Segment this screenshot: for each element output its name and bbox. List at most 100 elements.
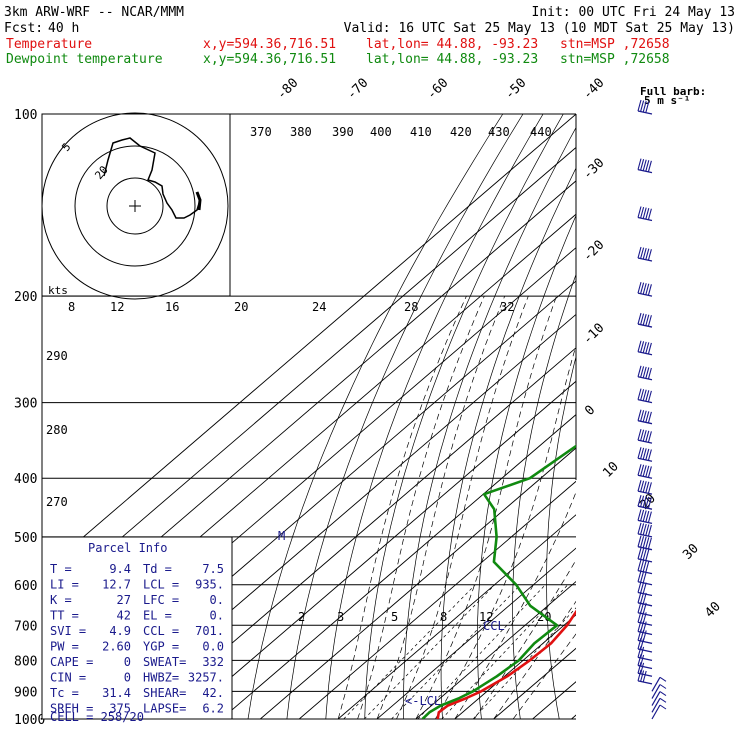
isotherm-label--50: -50 [502, 76, 529, 103]
wind-barb-flag [647, 497, 652, 509]
wind-barb-flag [647, 449, 652, 461]
dry-adiabat-300 [477, 214, 576, 719]
wind-barb-staff [637, 656, 653, 662]
wind-barb-flag [642, 159, 647, 171]
temperature-point-975 [438, 711, 440, 713]
wind-barb-flag [640, 523, 645, 535]
temperature-point-750 [550, 642, 552, 645]
pressure-label-800: 800 [14, 654, 37, 669]
temperature-point-250 [665, 354, 666, 355]
dewpoint-point-550 [493, 561, 495, 563]
dewpoint-profile [421, 444, 576, 719]
parcel-row-5-value2: 0.0 [202, 640, 224, 654]
wind-barb-flag [637, 662, 642, 674]
wind-barb-flag [642, 247, 647, 260]
wind-barb-flag [642, 536, 647, 548]
temperature-point-400 [634, 478, 635, 479]
wind-barb-flag [645, 549, 650, 561]
wind-barb-staff [637, 505, 653, 510]
temperature-point-150 [735, 220, 736, 221]
dry-adiabat-380 [731, 114, 740, 719]
moist-adiabat--5 [357, 295, 485, 719]
legend-temperature-xy: x,y=594.36,716.51 [203, 37, 336, 52]
wind-barb-flag [637, 447, 642, 459]
mixing-ratio-20 [472, 607, 576, 719]
wind-barb-staff [637, 648, 653, 653]
isotherm--130 [42, 114, 576, 574]
isotherm-label--30: -30 [580, 156, 607, 183]
lcl-label: <-LCL [405, 694, 441, 708]
parcel-row-9-value1: 375 [109, 702, 131, 716]
parcel-row-7-value1: 0 [124, 671, 131, 685]
temperature-point-1000 [437, 718, 439, 719]
wind-barb-staff [637, 630, 653, 636]
wind-barb-flag [637, 522, 642, 535]
mixing-ratio-label-upper-24: 24 [312, 300, 326, 314]
wind-barb-flag [637, 99, 642, 112]
wind-barb-flag [642, 465, 647, 477]
wind-barb-flag [645, 411, 650, 423]
parcel-row-7-value2: 3257. [188, 671, 224, 685]
dewpoint-point-250 [622, 354, 623, 355]
temperature-point-450 [625, 509, 626, 510]
fcst-value: 40 h [48, 21, 79, 36]
parcel-row-4-value2: 701. [195, 624, 224, 638]
moist-adiabat-10 [415, 295, 557, 719]
wind-barb-flag [637, 559, 642, 571]
wind-barb-flag [642, 496, 647, 508]
parcel-cell: CELL = 258/20 [50, 710, 144, 724]
wind-barb-550 [637, 547, 653, 563]
dry-adiabat-label-280: 280 [46, 423, 68, 437]
dewpoint-point-175 [639, 260, 640, 261]
wind-barb-flag [645, 430, 650, 442]
barb-legend-value: 5 m s⁻¹ [644, 94, 690, 107]
wind-barb-425 [637, 480, 653, 495]
temperature-point-500 [614, 536, 615, 537]
parcel-row-6-label2: SWEAT= [143, 655, 186, 669]
wind-barb-staff [637, 558, 653, 563]
legend-dewpoint-xy: x,y=594.36,716.51 [203, 52, 336, 67]
wind-barb-flag [640, 464, 645, 476]
isotherm-0 [376, 547, 576, 719]
isotherm--60 [143, 347, 576, 719]
parcel-row-4-value1: 4.9 [109, 624, 131, 638]
wind-barb-staff [637, 168, 653, 174]
wind-barb-flag [637, 570, 642, 582]
dry-adiabat-280 [403, 126, 576, 719]
wind-barb-flag [640, 662, 645, 674]
dewpoint-point-350 [580, 443, 581, 444]
m-marker: M [278, 529, 285, 543]
wind-barb-flag [647, 367, 652, 380]
legend-temperature-latlon: lat,lon= 44.88, -93.23 [366, 37, 538, 52]
wind-barb-flag [642, 389, 647, 401]
wind-barb-flag [645, 481, 650, 493]
mixing-ratio-label-lower-12: 12 [479, 610, 493, 624]
wind-barb-flag [647, 208, 652, 220]
mixing-ratio-3 [363, 584, 495, 719]
dewpoint-point-450 [493, 508, 495, 510]
wind-barb-staff [637, 533, 653, 538]
wind-barb-100 [637, 99, 653, 115]
wind-barb-625 [637, 581, 653, 597]
dry-adiabat-label-420: 420 [450, 125, 472, 139]
wind-barb-staff [637, 664, 653, 670]
mixing-ratio-label-lower-3: 3 [337, 610, 344, 624]
wind-barb-flag [637, 480, 642, 492]
temperature-point-950 [447, 704, 449, 707]
wind-barb-flag [645, 208, 650, 220]
wind-barb-staff [637, 216, 653, 222]
parcel-row-6-label1: CAPE = [50, 655, 93, 669]
temperature-point-275 [660, 379, 661, 380]
wind-barb-825 [637, 654, 653, 670]
dry-adiabat-290 [440, 167, 576, 719]
wind-barb-flag [647, 411, 652, 424]
valid-time: Valid: 16 UTC Sat 25 May 13 (10 MDT Sat … [344, 21, 735, 36]
isotherm-50 [571, 714, 576, 719]
wind-barb-flag [637, 429, 642, 441]
mixing-ratio-2 [343, 584, 476, 719]
wind-barb-staff [637, 399, 653, 404]
wind-barb-flag [642, 448, 647, 460]
temperature-point-650 [580, 605, 581, 606]
dry-adiabat-270 [364, 114, 564, 719]
